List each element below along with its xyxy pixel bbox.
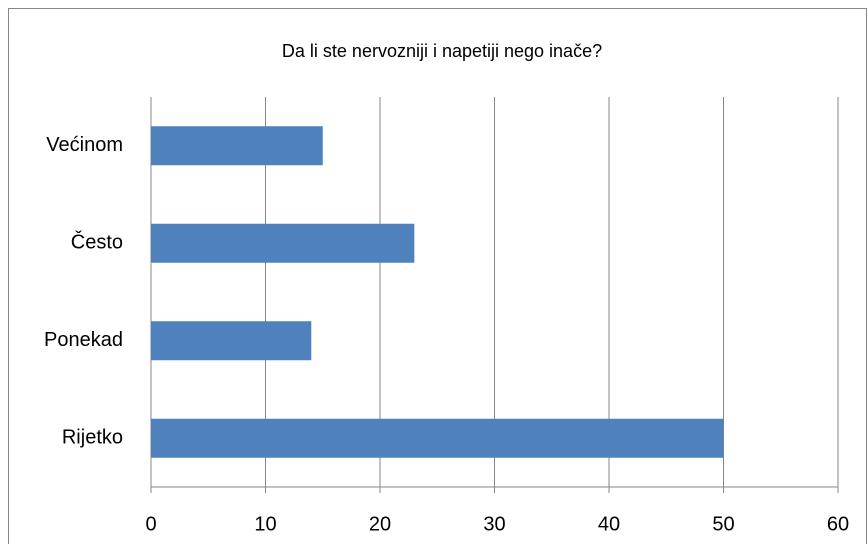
x-tick-label: 0 xyxy=(145,513,156,535)
bar xyxy=(151,418,724,458)
bar xyxy=(151,321,312,361)
bar xyxy=(151,126,323,166)
x-tick-label: 10 xyxy=(254,513,276,535)
y-tick-label: Rijetko xyxy=(62,427,123,449)
bar xyxy=(151,223,415,263)
x-tick-label: 60 xyxy=(827,513,849,535)
x-tick-label: 50 xyxy=(712,513,734,535)
chart-border xyxy=(8,8,867,544)
x-tick-label: 20 xyxy=(369,513,391,535)
x-tick-label: 40 xyxy=(598,513,620,535)
y-tick-label: Ponekad xyxy=(44,329,123,351)
y-tick-label: Često xyxy=(71,231,123,254)
chart-title: Da li ste nervozniji i napetiji nego ina… xyxy=(282,41,602,61)
y-tick-label: Većinom xyxy=(46,134,123,156)
x-tick-label: 30 xyxy=(483,513,505,535)
